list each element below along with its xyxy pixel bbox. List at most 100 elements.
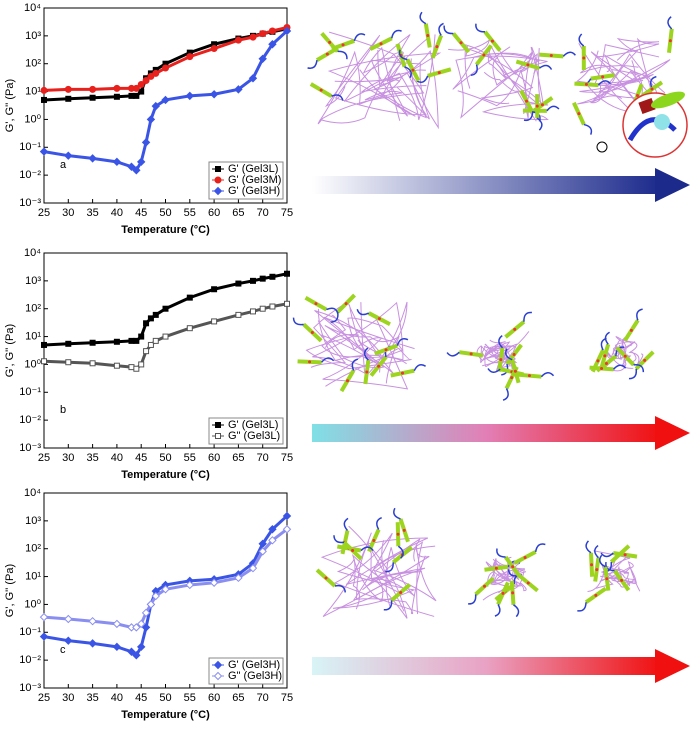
rod-dot <box>490 39 494 43</box>
marker <box>215 166 221 172</box>
x-tick-label: 35 <box>86 452 98 464</box>
marker <box>213 671 223 681</box>
rod-dot <box>526 63 530 67</box>
marker <box>282 26 292 36</box>
rod-dot <box>525 99 529 103</box>
end-chain <box>360 546 374 552</box>
marker <box>152 311 159 318</box>
rod-dot <box>540 103 544 107</box>
marker <box>147 315 154 322</box>
arrow-a <box>312 168 690 202</box>
polymer-chain <box>332 558 416 610</box>
end-chain <box>419 11 427 25</box>
end-chain <box>393 507 401 520</box>
y-axis-label: G', G'' (Pa) <box>4 79 16 132</box>
marker <box>88 154 97 163</box>
end-chain <box>404 66 412 79</box>
rod-dot <box>328 40 332 44</box>
end-chain <box>470 64 478 77</box>
marker <box>41 341 47 348</box>
x-tick-label: 45 <box>135 207 147 219</box>
x-tick-label: 60 <box>208 207 220 219</box>
marker <box>136 157 146 167</box>
y-tick-label: 10¹ <box>25 85 41 97</box>
marker <box>138 88 145 95</box>
marker <box>269 303 276 310</box>
x-tick-label: 45 <box>135 452 147 464</box>
polymer-chain <box>322 532 437 618</box>
rod-dot <box>319 88 323 92</box>
marker <box>146 115 156 124</box>
marker <box>138 361 145 368</box>
y-tick-label: 10¹ <box>25 330 41 342</box>
chart: 10⁻³ 10⁻² 10⁻¹ 10⁰ 10¹ 10² 10³ 10⁴ 25 30 35 40 45 50 5… <box>4 487 293 721</box>
x-tick-label: 60 <box>208 452 220 464</box>
rod-dot <box>510 376 514 380</box>
x-tick-label: 40 <box>111 452 123 464</box>
rod-dot <box>377 317 381 321</box>
polymer-chain <box>305 334 413 373</box>
marker <box>147 72 155 80</box>
marker <box>128 364 135 371</box>
rod-dot <box>377 364 381 368</box>
y-tick-label: 10⁰ <box>24 598 41 610</box>
legend-label: G' (Gel3H) <box>228 659 280 671</box>
rod-dot <box>594 593 598 597</box>
polymer-chain <box>360 49 439 130</box>
marker <box>151 101 160 111</box>
rod-dot <box>596 359 600 363</box>
marker <box>141 138 151 147</box>
y-tick-label: 10⁻² <box>19 414 41 426</box>
marker <box>268 27 276 35</box>
legend-box <box>208 417 284 445</box>
legend-label: G' (Gel3M) <box>228 174 281 186</box>
arrow-b <box>312 416 690 450</box>
legend-label: G' (Gel3H) <box>228 185 280 197</box>
end-chain <box>546 105 560 112</box>
polymer-chain <box>577 37 660 105</box>
marker <box>152 337 159 344</box>
rod-dot <box>605 577 609 581</box>
rod-dot <box>620 578 624 582</box>
marker <box>112 642 122 652</box>
marker <box>249 33 257 41</box>
rod-dot <box>603 354 607 358</box>
end-chain <box>413 363 427 372</box>
end-chain <box>628 368 638 380</box>
y-tick-label: 10⁻² <box>19 169 41 181</box>
x-tick-label: 40 <box>111 692 123 704</box>
marker <box>127 162 136 171</box>
rod-dot <box>437 71 441 75</box>
marker <box>213 186 223 196</box>
x-tick-label: 50 <box>159 452 171 464</box>
legend-label: G" (Gel3L) <box>228 430 280 442</box>
y-tick-label: 10³ <box>25 30 41 42</box>
marker <box>249 308 256 315</box>
marker <box>142 76 150 84</box>
marker <box>249 277 256 284</box>
marker <box>127 647 136 656</box>
rod-dot <box>494 566 498 570</box>
polymer-chain <box>327 52 442 119</box>
legend-label: G' (Gel3L) <box>228 163 278 175</box>
marker <box>259 30 267 38</box>
end-chain <box>398 49 408 61</box>
end-chain <box>356 308 370 316</box>
end-chain <box>667 16 673 30</box>
rod-dot <box>584 82 588 86</box>
marker <box>136 619 146 629</box>
marker <box>186 325 193 332</box>
y-tick-label: 10² <box>25 58 41 70</box>
end-chain <box>604 331 610 345</box>
end-chain <box>540 371 555 378</box>
polymer-chain <box>320 314 380 366</box>
rod-dot <box>623 354 627 358</box>
end-chain <box>320 357 335 363</box>
end-chain <box>600 552 614 558</box>
marker <box>152 69 160 77</box>
panel-label: c <box>60 644 66 656</box>
zoom-inset <box>596 91 688 158</box>
rod-dot <box>310 331 314 335</box>
marker <box>113 84 121 92</box>
y-tick-label: 10⁻¹ <box>19 386 41 398</box>
